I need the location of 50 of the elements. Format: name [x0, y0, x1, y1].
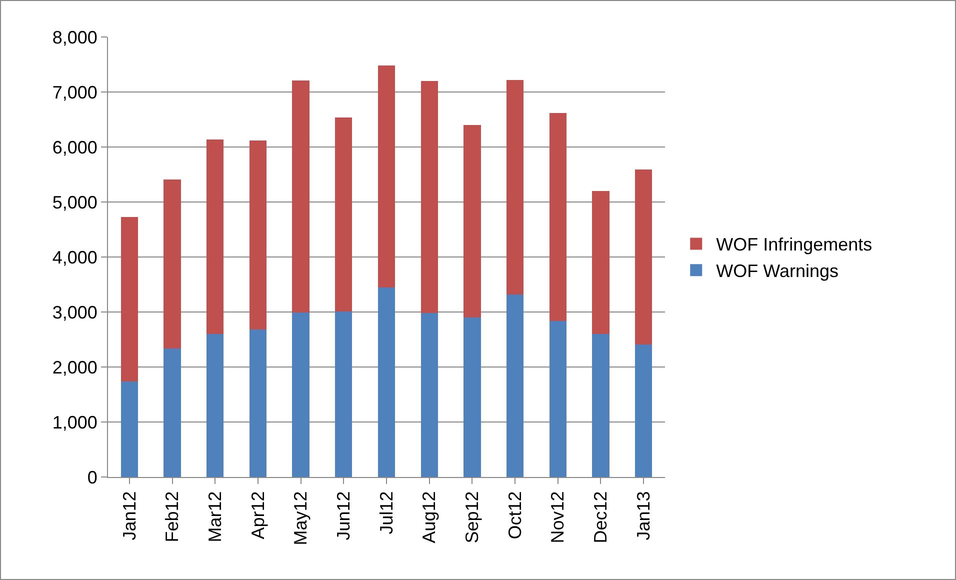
bar — [592, 191, 610, 334]
bar — [120, 216, 138, 382]
bar — [549, 320, 566, 477]
bar — [592, 334, 610, 477]
x-tick-label: Oct12 — [504, 491, 525, 540]
y-tick-label: 8,000 — [52, 27, 98, 48]
bar — [206, 334, 224, 477]
y-tick-label: 6,000 — [52, 137, 98, 158]
bar — [249, 140, 267, 330]
x-tick-label: Dec12 — [590, 491, 611, 544]
bar — [464, 318, 481, 477]
bar — [292, 312, 310, 477]
bar — [506, 80, 524, 294]
y-tick-label: 5,000 — [52, 192, 98, 212]
bar — [549, 112, 566, 321]
x-tick-label: Mar12 — [204, 491, 225, 542]
x-tick-label: Apr12 — [248, 491, 268, 540]
bar — [249, 330, 267, 477]
x-tick-label: Jan13 — [633, 491, 654, 540]
x-tick-label: Sep12 — [462, 491, 482, 544]
bar — [120, 381, 138, 477]
y-tick-label: 3,000 — [52, 302, 98, 322]
y-tick-label: 7,000 — [52, 82, 98, 102]
bar — [420, 313, 438, 477]
y-tick-label: 2,000 — [52, 357, 98, 378]
bar — [635, 344, 652, 477]
bar — [506, 294, 524, 477]
bar — [164, 348, 181, 477]
bar — [292, 80, 310, 313]
bar — [635, 170, 652, 344]
x-tick-label: Jan12 — [119, 491, 140, 540]
x-tick-label: Aug12 — [419, 491, 440, 544]
x-tick-label: Jul12 — [376, 491, 396, 534]
bar — [206, 139, 224, 334]
bar — [335, 117, 352, 312]
legend-label: WOF Infringements — [716, 234, 872, 255]
bar — [335, 311, 352, 477]
x-tick-label: Nov12 — [548, 491, 568, 544]
bar — [378, 66, 396, 288]
bar — [164, 179, 181, 348]
bar — [378, 287, 396, 477]
bar — [464, 125, 481, 318]
legend-label: WOF Warnings — [716, 261, 838, 282]
y-tick-label: 0 — [87, 467, 98, 488]
y-tick-label: 4,000 — [52, 247, 98, 268]
bar — [420, 81, 438, 314]
x-tick-label: Jun12 — [334, 491, 354, 540]
x-tick-label: May12 — [290, 491, 311, 546]
y-tick-label: 1,000 — [52, 412, 98, 432]
x-tick-label: Feb12 — [162, 491, 182, 542]
